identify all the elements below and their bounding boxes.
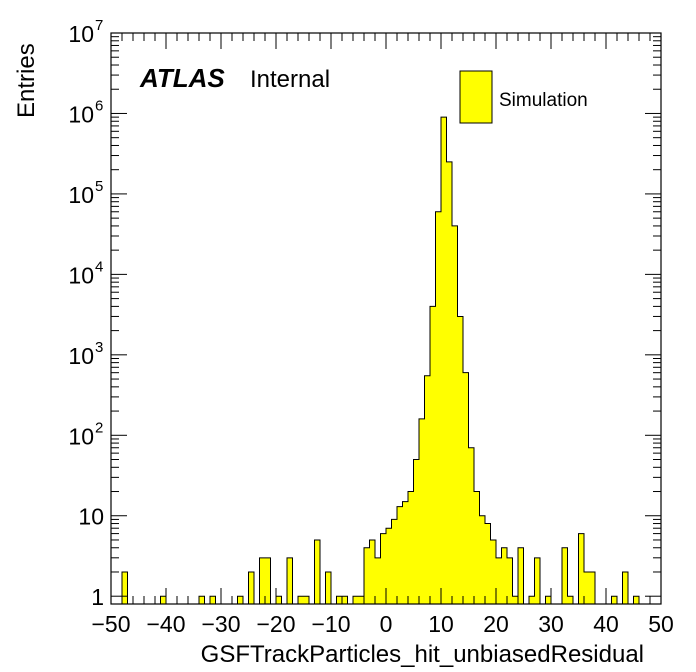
y-tick-exponent: 2	[95, 419, 103, 436]
x-tick-label: −50	[91, 611, 130, 637]
histogram-bar	[534, 557, 540, 604]
histogram-bar	[298, 596, 304, 604]
histogram-bar	[314, 539, 320, 604]
legend-label: Simulation	[499, 90, 588, 111]
histogram-bar	[611, 596, 617, 604]
x-tick-label: 20	[483, 611, 509, 637]
x-tick-label: 30	[538, 611, 564, 637]
x-tick-label: 50	[648, 611, 674, 637]
atlas-label: ATLAS	[139, 63, 225, 93]
histogram-bar	[468, 447, 474, 604]
histogram-bar	[265, 557, 271, 604]
legend: Simulation	[459, 70, 588, 124]
histogram-bar	[210, 596, 216, 604]
histogram-bar	[325, 571, 331, 604]
histogram-bar	[199, 596, 205, 604]
histogram-bar	[342, 596, 348, 604]
histogram-bar	[380, 533, 386, 604]
plot-frame	[110, 32, 662, 605]
x-axis-label: GSFTrackParticles_hit_unbiasedResidual	[201, 641, 644, 668]
histogram-bar	[501, 547, 507, 604]
histogram-bar	[353, 596, 359, 604]
y-tick-exponent: 4	[95, 258, 103, 275]
histogram-bar	[545, 596, 551, 604]
y-tick-exponent: 3	[95, 339, 103, 356]
y-tick-label: 10	[68, 423, 94, 449]
histogram-bar	[457, 316, 463, 604]
y-tick-exponent: 7	[95, 17, 103, 34]
x-tick-label: 0	[380, 611, 393, 637]
histogram-bar	[496, 557, 502, 604]
histogram-bar	[584, 571, 590, 604]
histogram-bar	[424, 375, 430, 604]
histogram-bar	[578, 533, 584, 604]
histogram-bar	[622, 571, 628, 604]
histogram-bar	[369, 539, 375, 604]
histogram-bar	[303, 596, 309, 604]
y-tick-label: 1	[91, 584, 104, 610]
histogram-bar	[160, 596, 166, 604]
x-tick-labels: −50 −40 −30 −20 −10 0 10 20 30 40 50	[91, 611, 673, 637]
histogram-bar	[529, 596, 535, 604]
histogram-bar	[122, 571, 128, 604]
histogram-bar	[397, 506, 403, 604]
x-tick-label: 10	[428, 611, 454, 637]
histogram-bar	[452, 225, 458, 605]
histogram-bar	[276, 596, 282, 604]
histogram-bar	[386, 528, 392, 604]
histogram-bar	[589, 571, 595, 604]
histogram-bar	[446, 161, 452, 604]
y-tick-label: 10	[68, 21, 94, 47]
histogram-bar	[402, 501, 408, 604]
y-tick-label: 10	[78, 504, 104, 530]
x-tick-label: −40	[146, 611, 185, 637]
legend-swatch	[459, 70, 493, 124]
histogram-bar	[248, 571, 254, 604]
histogram-bar	[391, 519, 397, 604]
histogram-bar	[490, 539, 496, 604]
histogram-bar	[485, 523, 491, 604]
histogram-bar	[474, 491, 480, 604]
y-tick-label: 10	[68, 262, 94, 288]
histogram-bar	[237, 596, 243, 604]
histogram-bar	[441, 117, 447, 604]
y-tick-exponent: 6	[95, 97, 103, 114]
histogram-bar	[430, 306, 436, 604]
histogram-outline	[111, 116, 661, 605]
y-tick-label: 10	[68, 343, 94, 369]
histogram-bar	[408, 491, 414, 604]
histogram-bar	[419, 418, 425, 604]
histogram-bar	[463, 372, 469, 604]
y-tick-label: 10	[68, 182, 94, 208]
x-tick-label: −20	[256, 611, 295, 637]
histogram-bar	[358, 596, 364, 604]
histogram-bar	[336, 596, 342, 604]
x-tick-label: −10	[311, 611, 350, 637]
histogram-bar	[507, 557, 513, 604]
histogram-bar	[633, 596, 639, 604]
histogram-bar	[364, 547, 370, 604]
histogram-bar	[375, 557, 381, 604]
histogram-bar	[435, 211, 441, 604]
histogram-bar	[512, 596, 518, 604]
histogram-bar	[413, 459, 419, 604]
histogram-bar	[259, 557, 265, 604]
histogram-bar	[567, 596, 573, 604]
axis-ticks	[110, 32, 662, 604]
histogram-bar	[479, 515, 485, 604]
y-tick-label: 10	[68, 101, 94, 127]
x-tick-label: 40	[593, 611, 619, 637]
histogram-bar	[562, 547, 568, 604]
histogram-bar	[287, 557, 293, 604]
y-tick-exponent: 5	[95, 178, 103, 195]
histogram-bars	[122, 117, 639, 605]
histogram-bar	[518, 547, 524, 604]
internal-label: Internal	[250, 66, 330, 93]
x-tick-label: −30	[201, 611, 240, 637]
y-axis-label: Entries	[13, 43, 40, 118]
